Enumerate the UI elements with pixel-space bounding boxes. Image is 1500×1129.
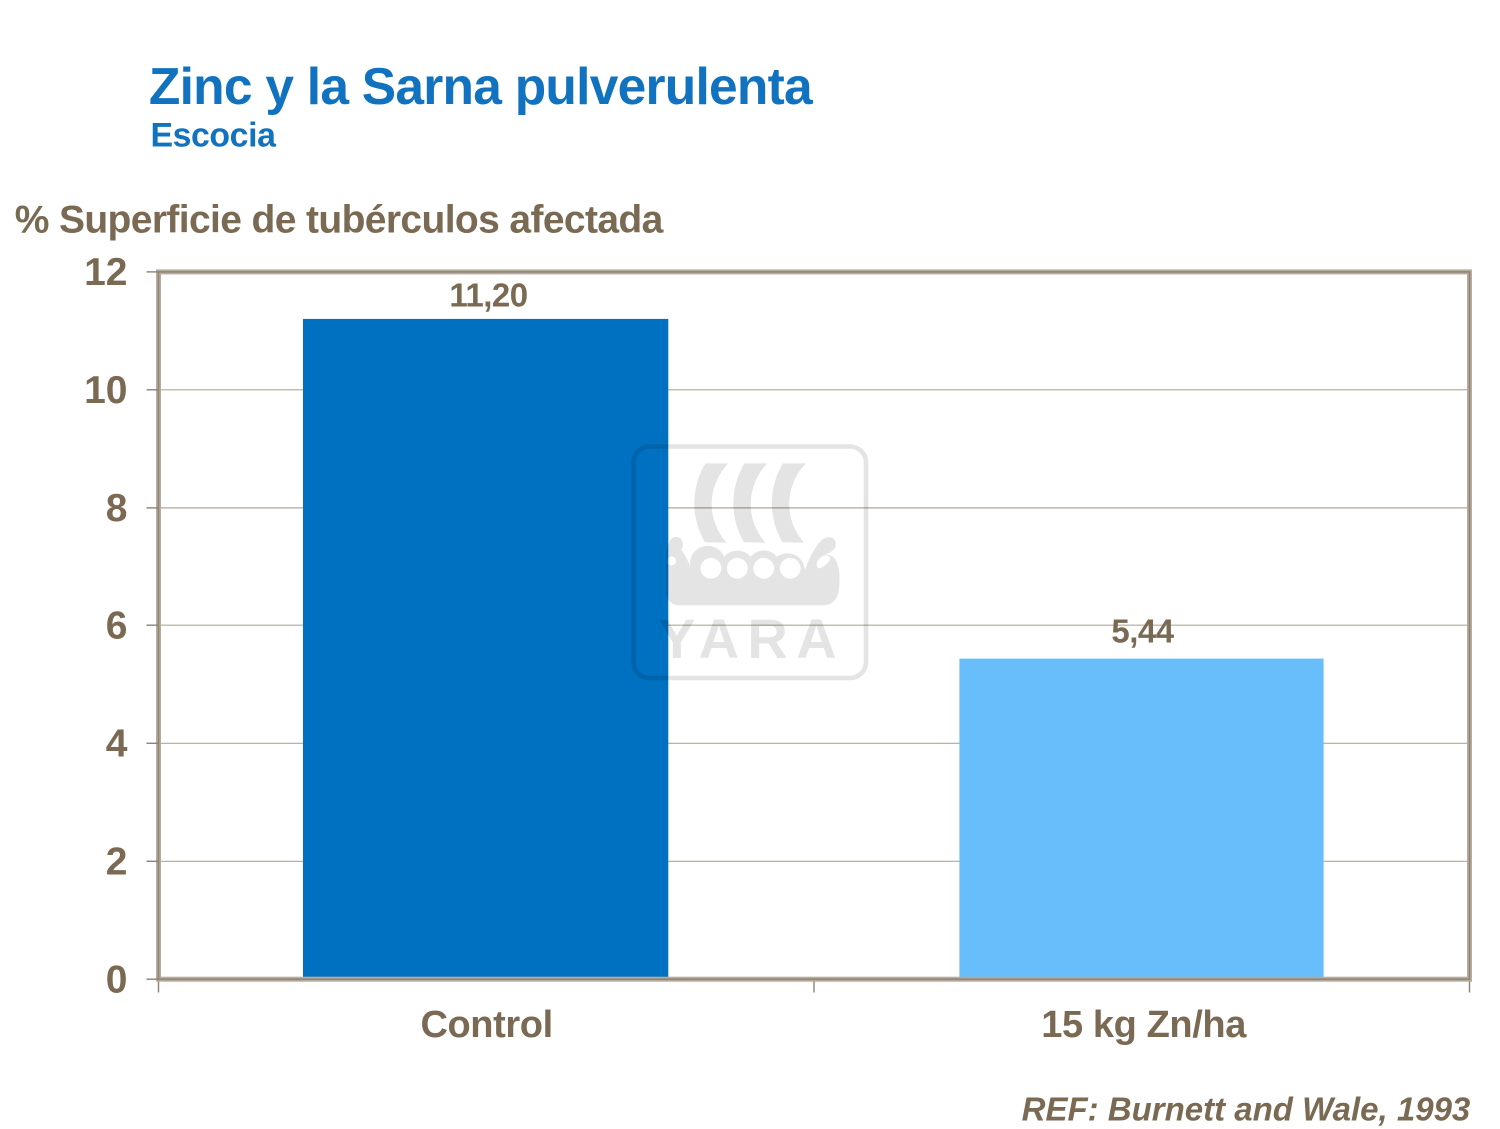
svg-text:% Superficie de tubérculos afe: % Superficie de tubérculos afectada bbox=[15, 198, 664, 241]
svg-text:15 kg Zn/ha: 15 kg Zn/ha bbox=[1041, 1004, 1247, 1046]
svg-text:11,20: 11,20 bbox=[449, 276, 527, 313]
svg-text:0: 0 bbox=[106, 958, 128, 1001]
svg-text:YARA: YARA bbox=[658, 607, 845, 670]
svg-text:5,44: 5,44 bbox=[1111, 612, 1174, 649]
svg-text:REF: Burnett and Wale, 1993: REF: Burnett and Wale, 1993 bbox=[1022, 1091, 1471, 1128]
svg-text:6: 6 bbox=[106, 604, 128, 647]
svg-text:4: 4 bbox=[106, 723, 128, 766]
svg-text:Escocia: Escocia bbox=[151, 117, 278, 155]
svg-text:10: 10 bbox=[84, 369, 127, 412]
svg-text:Control: Control bbox=[420, 1004, 552, 1046]
svg-text:Zinc y la Sarna pulverulenta: Zinc y la Sarna pulverulenta bbox=[149, 57, 813, 115]
svg-text:12: 12 bbox=[84, 251, 127, 294]
svg-text:2: 2 bbox=[106, 841, 128, 884]
svg-text:8: 8 bbox=[106, 487, 128, 530]
